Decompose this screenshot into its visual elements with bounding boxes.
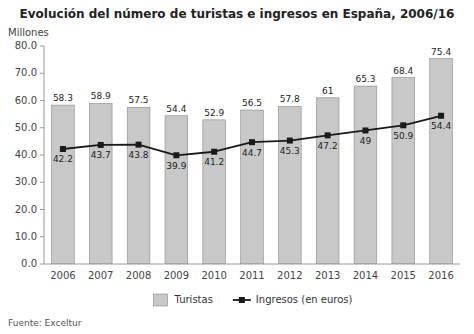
y-tick [40,236,44,237]
x-tick-label: 2011 [239,270,264,281]
y-axis: 0.0 10.0 20.0 30.0 40.0 50.0 60.0 70.0 80.0 [15,40,44,269]
bar [203,120,226,264]
x-tick-label: 2012 [277,270,302,281]
bar-label: 52.9 [204,108,224,118]
line-label: 39.9 [166,161,186,171]
legend-marker [239,297,245,303]
line-label: 43.7 [91,150,111,160]
y-tick [40,209,44,210]
y-tick [40,46,44,47]
marker [173,152,179,158]
x-tick-label: 2016 [428,270,453,281]
y-tick-label: 20.0 [15,204,37,215]
x-tick-label: 2008 [126,270,151,281]
y-tick [40,155,44,156]
bar [52,105,75,264]
bar [354,86,377,264]
bar-label: 58.9 [91,91,111,101]
bar [430,59,453,264]
y-axis-line [44,46,45,264]
bar-label: 58.3 [53,93,73,103]
bar [278,106,301,264]
x-tick-label: 2015 [391,270,416,281]
bar [241,110,264,264]
legend-label: Turistas [174,294,213,305]
marker [98,142,104,148]
marker [249,139,255,145]
marker [287,138,293,144]
marker [400,122,406,128]
marker [438,113,444,119]
y-tick-label: 50.0 [15,122,37,133]
data-labels: 58.3 58.9 57.5 54.4 52.9 56.5 57.8 61 65.3 68.4 75… [53,47,451,171]
line-label: 43.8 [129,150,149,160]
x-tick-label: 2010 [201,270,226,281]
bar-label: 61 [322,86,333,96]
bar [392,78,415,264]
bar-label: 54.4 [166,104,186,114]
legend: Turistas Ingresos (en euros) [154,294,353,306]
y-tick-label: 0.0 [21,258,37,269]
line-label: 49 [360,136,372,146]
x-tick-label: 2006 [50,270,75,281]
bar-label: 57.8 [280,94,300,104]
x-tick-label: 2013 [315,270,340,281]
plot-area [52,59,453,264]
line-label: 54.4 [431,121,451,131]
y-tick [40,182,44,183]
bar-label: 75.4 [431,47,451,57]
y-tick-label: 40.0 [15,149,37,160]
y-tick [40,264,44,265]
chart: Evolución del número de turistas e ingre… [0,0,474,334]
marker [136,142,142,148]
bar-label: 68.4 [393,66,413,76]
line-label: 45.3 [280,146,300,156]
line-label: 44.7 [242,148,262,158]
line-label: 50.9 [393,131,413,141]
bar-label: 56.5 [242,98,262,108]
legend-swatch [154,294,168,306]
y-tick [40,73,44,74]
x-axis-line [44,264,460,265]
marker [211,149,217,155]
bar [316,98,339,264]
x-tick-label: 2014 [353,270,378,281]
marker [60,146,66,152]
legend-item: Turistas [154,294,213,306]
x-tick-label: 2007 [88,270,113,281]
y-tick [40,127,44,128]
bar-label: 57.5 [129,95,149,105]
bar [89,103,112,264]
marker [325,132,331,138]
y-tick-label: 80.0 [15,40,37,51]
legend-item: Ingresos (en euros) [233,294,353,305]
x-tick-label: 2009 [164,270,189,281]
line-label: 47.2 [318,141,338,151]
marker [362,127,368,133]
y-tick-label: 10.0 [15,231,37,242]
y-tick [40,100,44,101]
line-label: 42.2 [53,154,73,164]
x-axis: 2006 2007 2008 2009 2010 2011 2012 2013 2014 2015… [50,270,454,281]
legend-label: Ingresos (en euros) [256,294,353,305]
line-label: 41.2 [204,157,224,167]
y-tick-label: 60.0 [15,95,37,106]
y-axis-label: Millones [8,27,49,38]
title: Evolución del número de turistas e ingre… [20,7,455,21]
source: Fuente: Exceltur [8,318,82,328]
bar [165,116,188,264]
y-tick-label: 30.0 [15,176,37,187]
bar [127,107,150,264]
bar-label: 65.3 [355,74,375,84]
y-tick-label: 70.0 [15,67,37,78]
